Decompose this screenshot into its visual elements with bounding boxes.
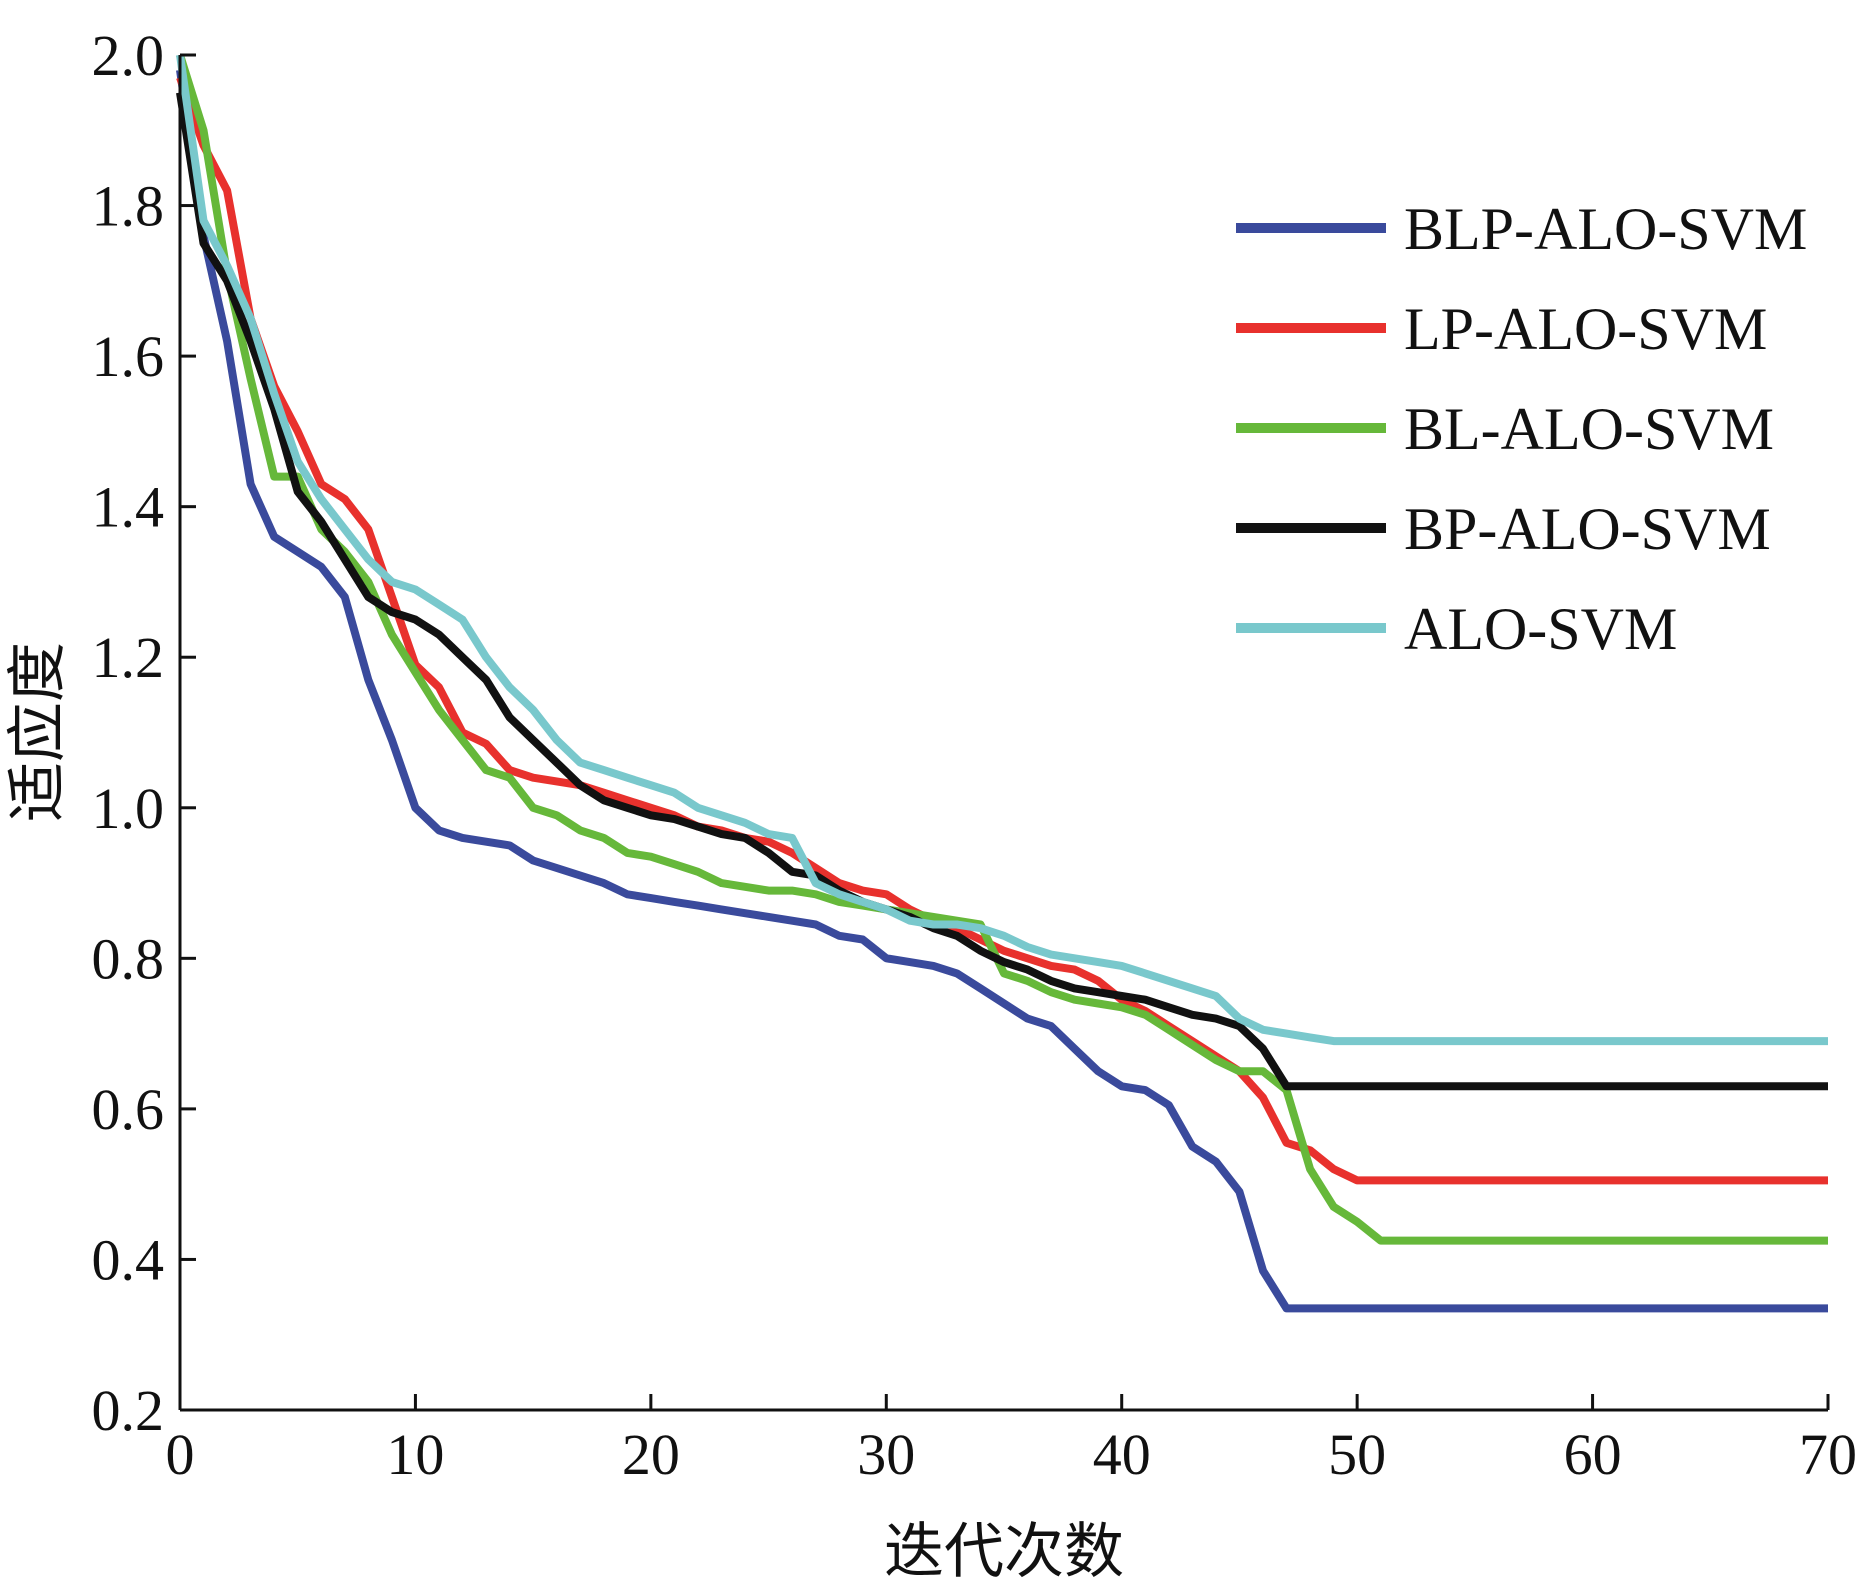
legend-item: BLP-ALO-SVM <box>1236 196 1807 262</box>
x-tick-label: 60 <box>1564 1422 1622 1487</box>
legend-label: BP-ALO-SVM <box>1404 496 1771 562</box>
series-line-bp-alo-svm <box>176 91 1828 1091</box>
x-tick-label: 30 <box>857 1422 915 1487</box>
legend-label: BL-ALO-SVM <box>1404 396 1774 462</box>
legend-item: BP-ALO-SVM <box>1236 496 1771 562</box>
y-ticks: 0.2 0.4 0.6 0.8 1.0 1.2 1.4 1.6 1.8 2.0 <box>92 23 196 1443</box>
legend-label: BLP-ALO-SVM <box>1404 196 1807 262</box>
legend: BLP-ALO-SVM LP-ALO-SVM BL-ALO-SVM BP-ALO-SV… <box>1236 196 1807 662</box>
y-tick-label: 0.6 <box>92 1077 165 1142</box>
y-tick-label: 0.4 <box>92 1227 165 1292</box>
legend-item: LP-ALO-SVM <box>1236 296 1767 362</box>
y-tick-label: 0.8 <box>92 926 165 991</box>
x-tick-label: 20 <box>622 1422 680 1487</box>
legend-item: BL-ALO-SVM <box>1236 396 1774 462</box>
series-group <box>176 53 1828 1313</box>
y-tick-label: 2.0 <box>92 23 165 88</box>
series-line-bl-alo-svm <box>176 53 1828 1245</box>
y-tick-label: 1.2 <box>92 625 165 690</box>
x-tick-label: 40 <box>1093 1422 1151 1487</box>
series-line-alo-svm <box>176 54 1828 1046</box>
legend-label: ALO-SVM <box>1404 596 1677 662</box>
plot-area: 0 10 20 30 40 50 60 70 0.2 0.4 0.6 0.8 1.0 1.2 1.4 1.6… <box>92 23 1858 1487</box>
x-ticks: 0 10 20 30 40 50 60 70 <box>166 1394 1857 1487</box>
y-tick-label: 1.6 <box>92 324 165 389</box>
y-tick-label: 1.4 <box>92 475 165 540</box>
y-axis-title: 适应度 <box>3 642 73 822</box>
x-tick-label: 70 <box>1799 1422 1857 1487</box>
x-tick-label: 0 <box>166 1422 195 1487</box>
y-tick-label: 1.8 <box>92 174 165 239</box>
y-tick-label: 1.0 <box>92 776 165 841</box>
x-tick-label: 10 <box>386 1422 444 1487</box>
series-line-blp-alo-svm <box>176 69 1828 1313</box>
x-axis-title: 迭代次数 <box>884 1517 1124 1583</box>
x-tick-label: 50 <box>1328 1422 1386 1487</box>
legend-label: LP-ALO-SVM <box>1404 296 1767 362</box>
y-tick-label: 0.2 <box>92 1378 165 1443</box>
legend-item: ALO-SVM <box>1236 596 1677 662</box>
